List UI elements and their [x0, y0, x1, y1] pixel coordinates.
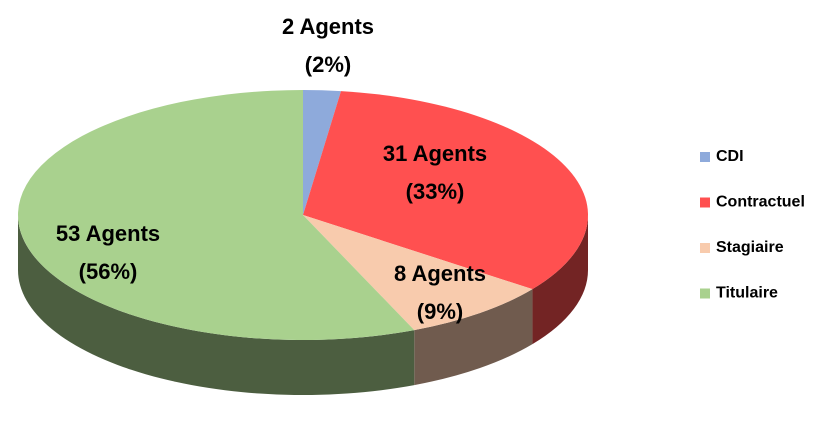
- legend-swatch: [700, 288, 710, 299]
- data-label: 53 Agents: [56, 221, 160, 246]
- pie-slice: [303, 215, 533, 331]
- pie-side: [532, 215, 588, 345]
- data-label-percent: (56%): [79, 259, 138, 284]
- pie-slice: [18, 90, 415, 340]
- legend-label: CDI: [716, 148, 744, 165]
- data-label: 31 Agents: [383, 141, 487, 166]
- data-label: 2 Agents: [282, 14, 374, 39]
- legend-swatch: [700, 197, 710, 208]
- legend-swatch: [700, 152, 710, 162]
- legend-label: Stagiaire: [716, 239, 784, 256]
- data-label: 8 Agents: [394, 261, 486, 286]
- legend-label: Titulaire: [716, 285, 778, 302]
- pie-slice: [303, 90, 341, 215]
- pie-slice: [303, 91, 588, 290]
- pie-side: [414, 289, 533, 386]
- data-label-percent: (2%): [305, 52, 351, 77]
- data-label-percent: (9%): [417, 299, 463, 324]
- legend-label: Contractuel: [716, 194, 805, 211]
- pie-side: [18, 215, 415, 396]
- legend-swatch: [700, 243, 710, 253]
- data-label-percent: (33%): [406, 179, 465, 204]
